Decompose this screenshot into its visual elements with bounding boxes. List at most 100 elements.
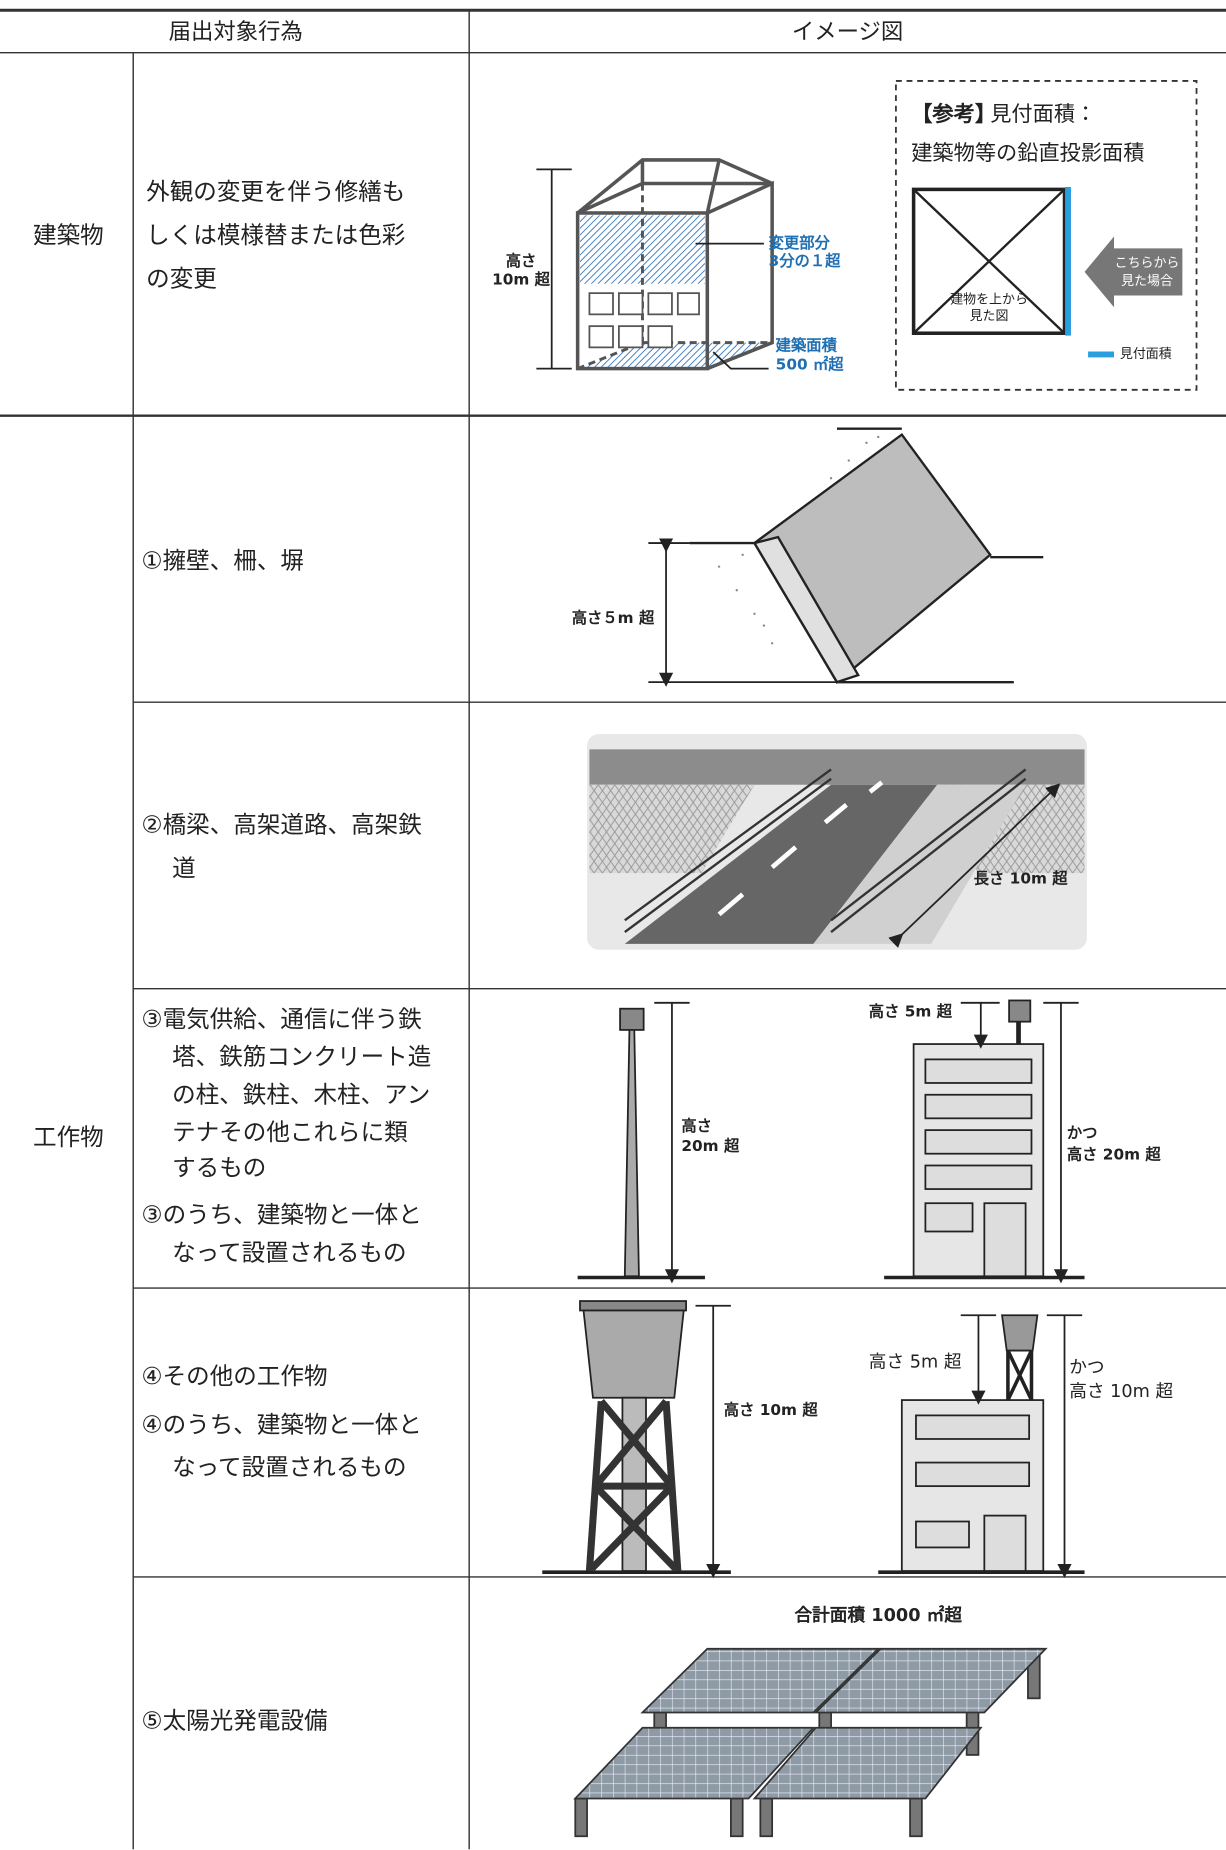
building-illustration-part-part <box>618 292 644 316</box>
wall-illustration-part-part <box>735 589 738 592</box>
label: 合計面積 1000 ㎡超 <box>794 1604 962 1626</box>
category: 工作物 <box>33 1123 104 1151</box>
tower-illustration-part-part <box>924 1093 1033 1120</box>
description: ③電気供給、通信に伴う鉄 <box>141 1005 421 1033</box>
label: 高さ 5m 超 <box>869 1003 953 1021</box>
bridge-illustration-part-part <box>624 777 832 934</box>
category: 建築物 <box>33 221 104 249</box>
building-illustration-part-part <box>588 292 614 316</box>
bridge-illustration-part-part <box>624 768 832 922</box>
reference-box <box>895 80 1198 391</box>
bridge-illustration <box>587 734 1087 950</box>
tower-illustration-part-part <box>924 1058 1033 1084</box>
reference-title: 見付面積： <box>990 102 1096 127</box>
label: 高さ５m 超 <box>572 609 655 627</box>
description: の変更 <box>146 265 217 293</box>
label: 建物を上から <box>950 293 1028 308</box>
water-tower-illustration-part-part <box>592 1398 669 1489</box>
solar-illustration-part-part <box>818 1711 832 1730</box>
building-illustration-part-part <box>588 325 614 349</box>
label: 500 ㎡超 <box>776 356 845 374</box>
description: 外観の変更を伴う修繕も <box>146 177 405 205</box>
label: かつ <box>1067 1124 1098 1142</box>
bridge-illustration-part-part <box>770 845 798 870</box>
building-illustration-part-part <box>676 292 700 316</box>
wall-illustration-part-part <box>829 477 833 480</box>
description: ①擁壁、柵、塀 <box>141 546 304 574</box>
tower-illustration-part <box>1008 999 1032 1023</box>
label: こちらから <box>1115 256 1180 271</box>
building-illustration <box>536 158 774 371</box>
solar-illustration <box>573 1647 1048 1838</box>
wall-illustration-part-part <box>865 441 868 445</box>
water-tower-illustration-part-part <box>598 1398 675 1489</box>
bridge-illustration-part <box>589 784 755 874</box>
label: かつ <box>1069 1358 1104 1378</box>
bridge-illustration-part <box>589 749 1085 785</box>
building-illustration-part <box>577 183 773 370</box>
description: しくは模様替または色彩 <box>146 221 405 249</box>
building-illustration-part <box>576 158 773 215</box>
description: なって設置されるもの <box>172 1238 406 1266</box>
tower-illustration-part <box>924 1058 1033 1278</box>
bridge-illustration-part-part <box>823 802 848 825</box>
water-tower-illustration <box>542 1300 1085 1579</box>
water-tower-illustration-part-part <box>1006 1349 1034 1401</box>
solar-illustration-part-part <box>730 1797 744 1838</box>
water-tower-illustration-part <box>579 1300 687 1312</box>
wall-illustration-part-part <box>877 435 880 439</box>
wall-illustration-part-part <box>847 459 850 462</box>
tower-illustration-part-part <box>983 1202 1027 1278</box>
bridge-illustration-part-part <box>717 892 745 917</box>
building-illustration-part <box>536 168 769 370</box>
water-tower-illustration-part-part <box>915 1414 1031 1440</box>
water-tower-illustration-part-part <box>983 1514 1027 1572</box>
reference-box-part <box>912 188 1066 335</box>
label: 20m 超 <box>681 1137 740 1155</box>
description: ④のうち、建築物と一体と <box>141 1411 421 1439</box>
wall-illustration-part-part <box>741 553 744 557</box>
label: 高さ 5m 超 <box>869 1351 962 1372</box>
solar-illustration-part <box>813 1647 1048 1714</box>
building-illustration-part <box>706 180 774 371</box>
tower-illustration-part <box>623 1025 640 1278</box>
tower-illustration-part-part <box>924 1129 1033 1155</box>
water-tower-illustration-part <box>582 1309 685 1399</box>
building-illustration-part-part <box>647 325 673 349</box>
description: するもの <box>172 1154 266 1182</box>
bridge-illustration-part <box>717 780 884 917</box>
description: ②橋梁、高架道路、高架鉄 <box>141 810 421 838</box>
wall-illustration-part-part <box>770 642 774 645</box>
wall-illustration-part <box>717 435 880 645</box>
label: 3分の１超 <box>769 252 842 270</box>
solar-illustration-part-part <box>909 1797 923 1838</box>
description: なって設置されるもの <box>172 1453 406 1481</box>
tower-illustration-part-part <box>924 1202 974 1233</box>
water-tower-illustration-part <box>1006 1349 1034 1401</box>
water-tower-illustration-part <box>585 1398 682 1572</box>
tower-illustration <box>577 999 1085 1284</box>
description: 道 <box>172 854 196 882</box>
bridge-illustration-part <box>888 783 1061 948</box>
solar-illustration-part-part <box>574 1797 588 1838</box>
building-illustration-part-part <box>618 325 644 349</box>
bridge-illustration-part-part <box>868 780 884 794</box>
wall-illustration <box>648 427 1044 687</box>
bridge-illustration-part <box>624 784 938 944</box>
description: ⑤太陽光発電設備 <box>141 1706 327 1734</box>
label: 長さ 10m 超 <box>974 870 1069 888</box>
water-tower-illustration-part <box>915 1414 1031 1572</box>
description: ③のうち、建築物と一体と <box>141 1201 421 1229</box>
building-illustration-part-part <box>647 292 673 316</box>
solar-illustration-part <box>640 1647 881 1714</box>
tower-illustration-part-part <box>924 1164 1033 1190</box>
water-tower-illustration-part-part <box>915 1520 970 1549</box>
table-grid <box>0 8 1226 1850</box>
label: 高さ <box>506 252 537 270</box>
description: テナその他これらに類 <box>172 1118 408 1146</box>
wall-illustration-part-part <box>762 624 766 627</box>
building-illustration-part <box>705 159 721 214</box>
label: 見た場合 <box>1121 274 1173 289</box>
solar-illustration-part <box>752 1726 983 1800</box>
